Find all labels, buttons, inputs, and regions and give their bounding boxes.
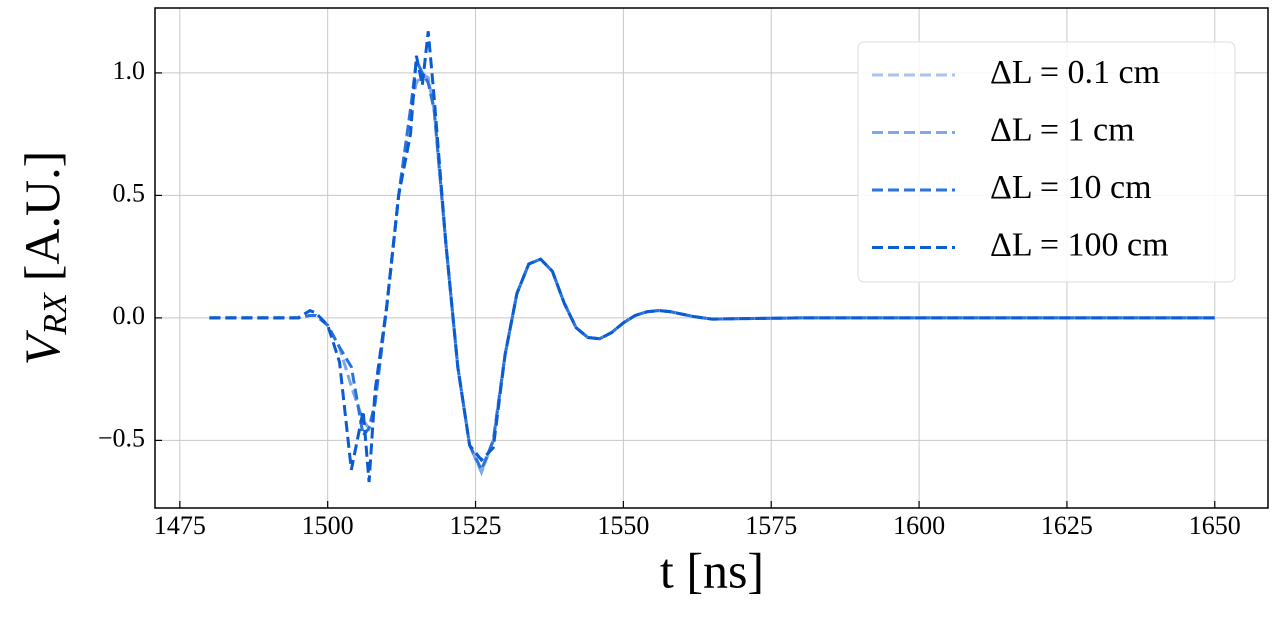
legend-label: ΔL = 10 cm: [990, 169, 1152, 206]
legend-label: ΔL = 0.1 cm: [990, 54, 1160, 91]
y-tick-label: 1.0: [113, 56, 146, 85]
legend-box: [857, 41, 1236, 283]
x-tick-label: 1550: [597, 511, 649, 540]
x-tick-label: 1575: [745, 511, 797, 540]
x-tick-label: 1475: [154, 511, 206, 540]
x-axis-label: t [ns]: [660, 542, 764, 598]
legend-label: ΔL = 100 cm: [990, 226, 1169, 263]
y-tick-label: 0.5: [113, 178, 146, 207]
legend-label: ΔL = 1 cm: [990, 111, 1135, 148]
legend: ΔL = 0.1 cm ΔL = 1 cm ΔL = 10 cm ΔL = 100 c…: [857, 41, 1236, 283]
y-label-sub: RX: [37, 292, 74, 336]
x-tick-label: 1500: [302, 511, 354, 540]
y-label-main: V: [14, 329, 70, 365]
x-tick-label: 1625: [1041, 511, 1093, 540]
data-line: [209, 31, 1215, 483]
y-axis-label: VRX [A.U.]: [14, 151, 73, 366]
y-tick-label: −0.5: [98, 423, 145, 452]
x-tick-label: 1600: [893, 511, 945, 540]
y-tick-label: 0.0: [113, 301, 146, 330]
x-tick-label: 1650: [1189, 511, 1241, 540]
x-tick-label: 1525: [450, 511, 502, 540]
y-label-unit: [A.U.]: [14, 151, 70, 282]
plot-frame: [154, 7, 1269, 509]
